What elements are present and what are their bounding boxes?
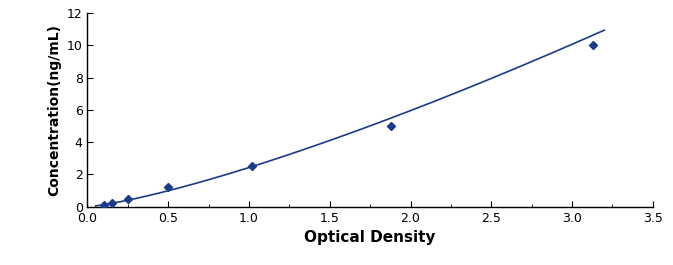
- Y-axis label: Concentration(ng/mL): Concentration(ng/mL): [47, 24, 61, 196]
- X-axis label: Optical Density: Optical Density: [304, 230, 436, 245]
